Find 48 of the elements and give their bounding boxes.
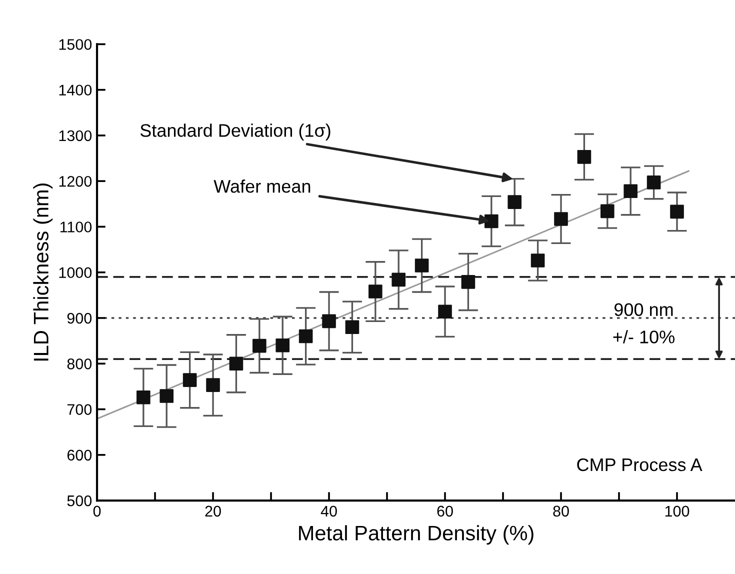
y-tick-label: 800: [67, 358, 92, 370]
point: [577, 150, 592, 164]
x-tick-label: 100: [665, 506, 690, 517]
y-tick-label: 500: [67, 495, 92, 506]
y-tick-label: 700: [67, 404, 92, 415]
x-tick-label: 60: [437, 506, 453, 517]
point: [206, 378, 220, 392]
point: [368, 284, 382, 298]
x-tick-label: 80: [553, 506, 569, 517]
y-tick-label: 1300: [59, 130, 92, 142]
y-tick-label: 600: [67, 450, 92, 461]
point: [298, 329, 313, 344]
point: [484, 214, 498, 228]
y-tick-label: 1500: [59, 39, 92, 50]
annotation: +/- 10%: [613, 330, 674, 344]
point: [461, 275, 476, 289]
x-tick-label: 20: [205, 506, 221, 517]
annotation: Standard Deviation (1σ): [140, 124, 330, 140]
point: [646, 176, 661, 190]
point: [322, 314, 336, 328]
point: [624, 184, 638, 198]
y-tick-label: 1400: [59, 84, 92, 96]
point: [530, 254, 545, 268]
x-axis-title: Metal Pattern Density (%): [299, 525, 534, 545]
y-tick-label: 1100: [60, 222, 92, 232]
point: [252, 338, 266, 353]
point: [229, 356, 244, 371]
point: [438, 304, 452, 319]
y-tick-label: 1200: [59, 176, 92, 187]
point: [600, 204, 614, 218]
annotation: CMP Process A: [577, 458, 702, 472]
y-axis-title: ILD Thickness (nm): [33, 184, 53, 361]
point: [392, 272, 406, 287]
point: [670, 204, 684, 219]
point: [182, 373, 197, 387]
point: [276, 338, 290, 352]
point: [508, 195, 522, 209]
point: [136, 390, 150, 404]
point: [345, 320, 360, 334]
x-tick-label: 0: [93, 506, 101, 517]
y-tick-label: 900: [67, 312, 92, 324]
point: [160, 389, 174, 403]
annotation: 900 nm: [614, 303, 673, 316]
annotation: Wafer mean: [214, 180, 310, 193]
point: [554, 212, 568, 226]
x-tick-label: 40: [320, 506, 337, 517]
point: [414, 258, 429, 272]
y-tick-label: 1000: [59, 267, 92, 278]
